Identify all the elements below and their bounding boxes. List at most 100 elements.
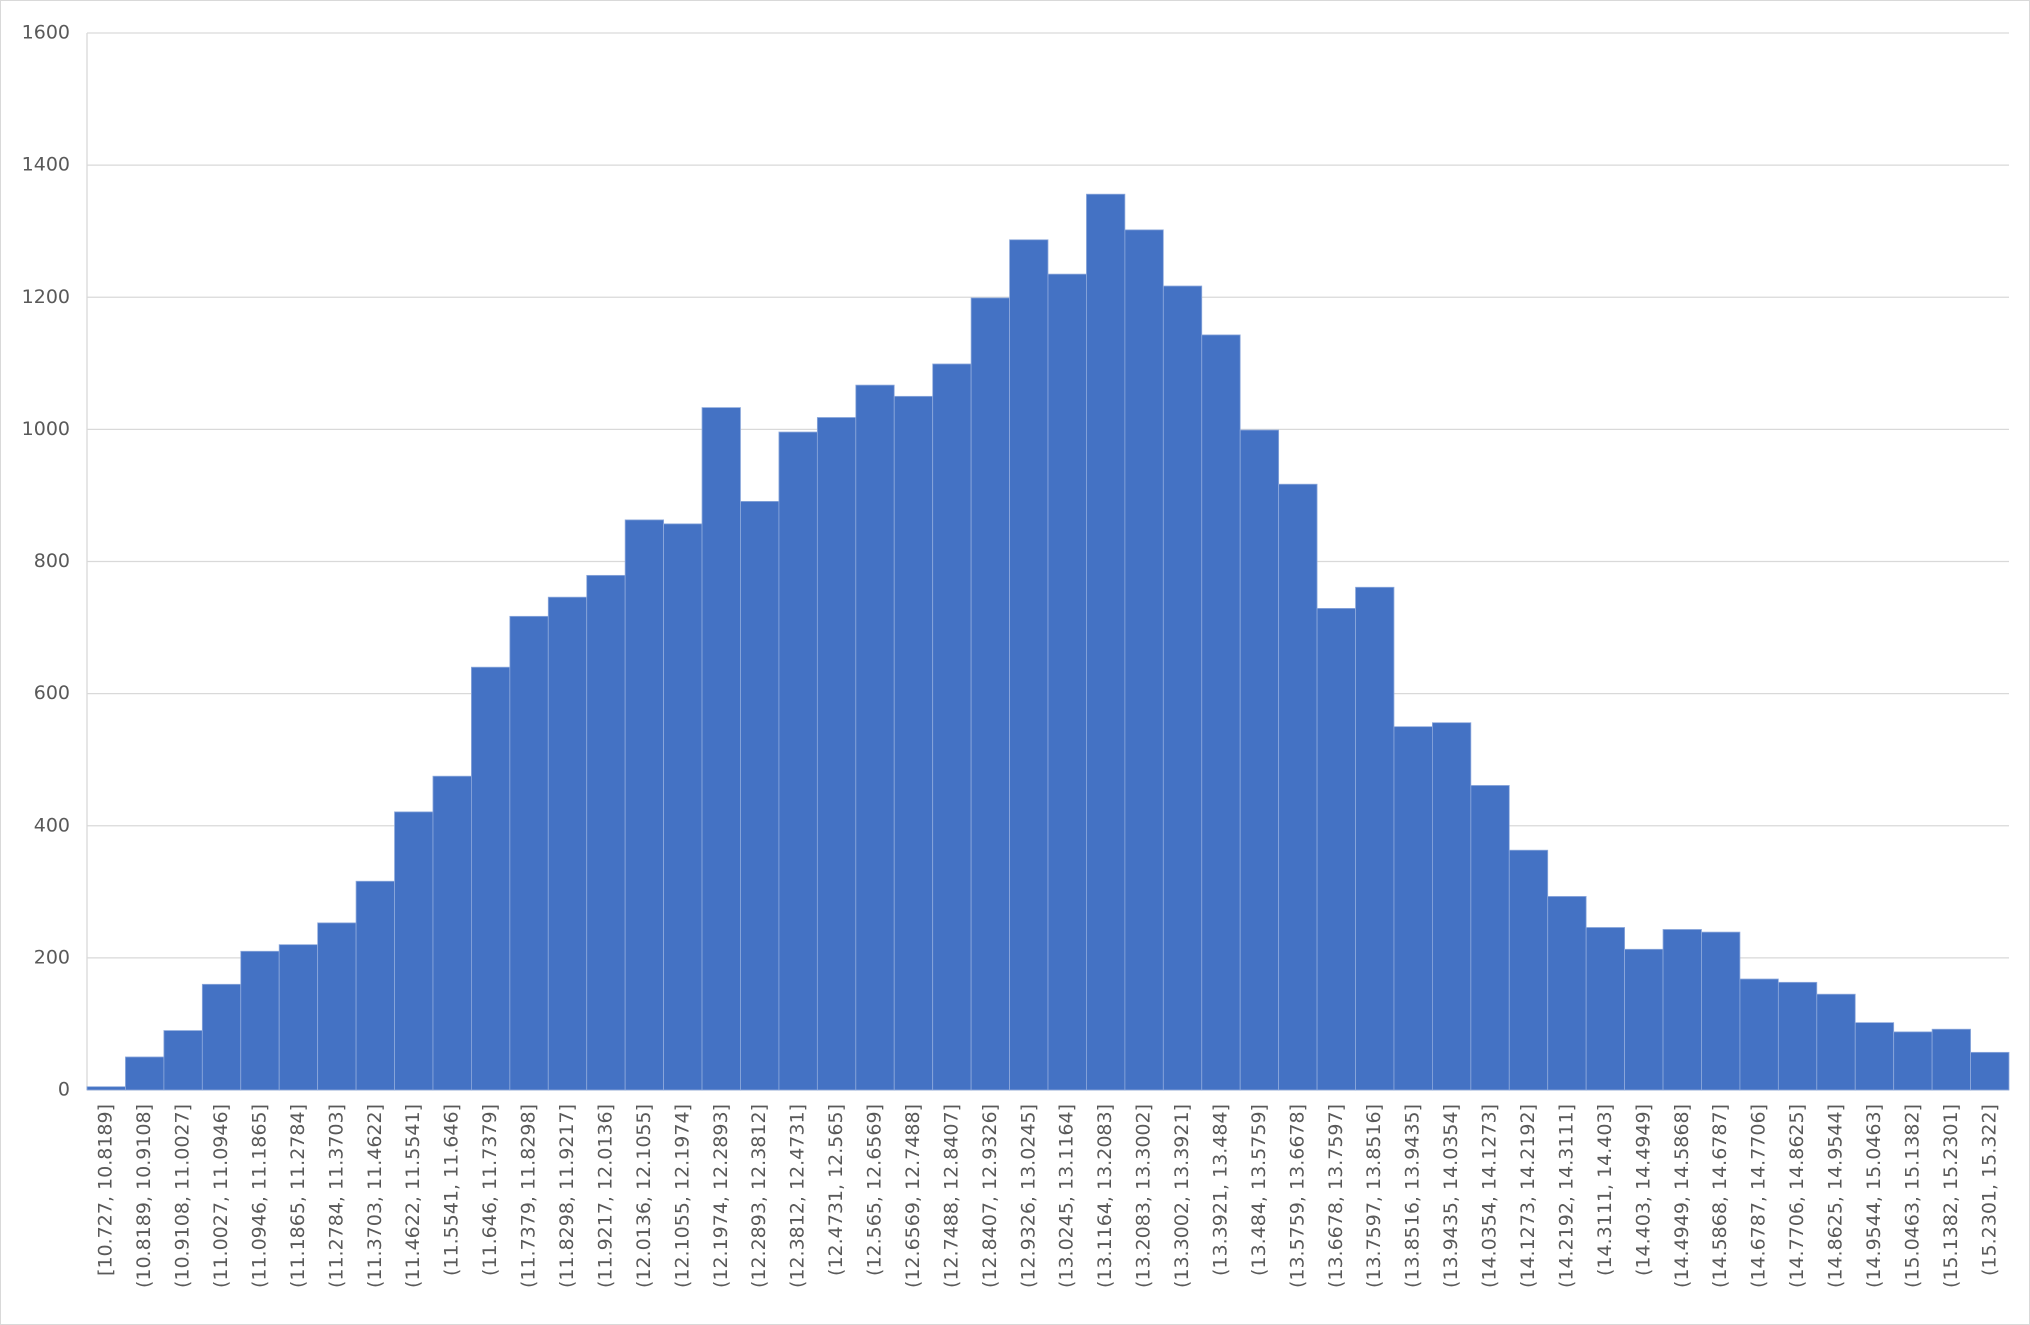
x-tick-label: (13.484, 13.5759] — [1248, 1104, 1270, 1276]
bar — [855, 384, 895, 1091]
x-tick-label: (13.1164, 13.2083] — [1094, 1104, 1116, 1288]
x-tick-label: (12.9326, 13.0245] — [1017, 1104, 1039, 1288]
bar — [125, 1056, 165, 1091]
x-tick-label: (12.2893, 12.3812] — [748, 1104, 770, 1288]
y-tick-label: 600 — [34, 682, 70, 704]
bar — [663, 523, 703, 1091]
bar — [586, 574, 626, 1091]
x-tick-label: (11.0027, 11.0946] — [210, 1104, 232, 1288]
bar — [1624, 948, 1664, 1091]
x-tick-label: (11.3703, 11.4622] — [364, 1104, 386, 1288]
x-tick-label: (14.4949, 14.5868] — [1671, 1104, 1693, 1288]
bar — [547, 596, 588, 1091]
x-tick-label: (12.565, 12.6569] — [864, 1104, 886, 1276]
bar — [240, 950, 280, 1091]
bar — [1585, 927, 1626, 1091]
bar — [932, 363, 972, 1091]
x-tick-label: (14.3111, 14.403] — [1594, 1104, 1616, 1276]
bar — [893, 395, 934, 1091]
bar — [1278, 483, 1318, 1091]
bar — [1162, 285, 1203, 1091]
x-tick-label: (13.0245, 13.1164] — [1056, 1104, 1078, 1288]
bar — [1931, 1028, 1971, 1091]
bar — [1239, 429, 1280, 1091]
x-tick-label: (14.7706, 14.8625] — [1786, 1104, 1808, 1288]
x-tick-label: (13.7597, 13.8516] — [1363, 1104, 1385, 1288]
x-tick-label: (14.5868, 14.6787] — [1709, 1104, 1731, 1288]
bar — [740, 500, 780, 1091]
x-tick-label: (12.1055, 12.1974] — [671, 1104, 693, 1288]
bar — [470, 666, 511, 1091]
bar — [509, 615, 549, 1091]
bar — [701, 407, 741, 1091]
bar — [432, 775, 472, 1091]
bar — [317, 922, 357, 1091]
bar — [394, 811, 434, 1091]
x-tick-label: (12.6569, 12.7488] — [902, 1104, 924, 1288]
bar — [86, 1086, 126, 1091]
bar — [163, 1030, 203, 1091]
bar — [816, 417, 857, 1091]
bar — [1355, 586, 1395, 1091]
x-tick-label: (13.2083, 13.3002] — [1133, 1104, 1155, 1288]
bar — [1508, 849, 1549, 1091]
x-tick-label: (13.3002, 13.3921] — [1171, 1104, 1193, 1288]
bar — [1970, 1051, 2010, 1091]
bar — [778, 431, 818, 1091]
bar — [1124, 229, 1164, 1091]
bar — [1393, 726, 1433, 1091]
y-tick-label: 1600 — [22, 22, 70, 44]
x-tick-label: (14.1273, 14.2192] — [1517, 1104, 1539, 1288]
bar — [1432, 722, 1472, 1091]
y-tick-label: 1200 — [22, 286, 70, 308]
bar — [970, 297, 1010, 1091]
x-tick-label: (13.3921, 13.484] — [1209, 1104, 1231, 1276]
bar — [1816, 993, 1856, 1091]
y-tick-label: 1000 — [22, 418, 70, 440]
x-tick-label: (11.5541, 11.646] — [441, 1104, 463, 1276]
x-tick-label: (12.7488, 12.8407] — [940, 1104, 962, 1288]
x-tick-label: (11.2784, 11.3703] — [325, 1104, 347, 1288]
x-tick-label: (13.9435, 14.0354] — [1440, 1104, 1462, 1288]
bar — [1662, 929, 1702, 1091]
x-tick-label: (14.0354, 14.1273] — [1479, 1104, 1501, 1288]
bar — [1893, 1031, 1933, 1091]
x-tick-label: (11.9217, 12.0136] — [594, 1104, 616, 1288]
bar — [201, 983, 242, 1091]
x-tick-label: (14.2192, 14.3111] — [1555, 1104, 1577, 1288]
x-tick-label: (11.646, 11.7379] — [479, 1104, 501, 1276]
x-tick-label: (12.0136, 12.1055] — [633, 1104, 655, 1288]
y-tick-label: 1400 — [22, 154, 70, 176]
y-tick-label: 400 — [34, 814, 70, 836]
bar — [1547, 896, 1587, 1091]
x-tick-label: (11.0946, 11.1865] — [248, 1104, 270, 1288]
x-tick-label: (15.1382, 15.2301] — [1940, 1104, 1962, 1288]
x-tick-label: [10.727, 10.8189] — [95, 1104, 117, 1276]
x-tick-label: (12.1974, 12.2893] — [710, 1104, 732, 1288]
bar — [278, 944, 319, 1091]
x-tick-label: (10.8189, 10.9108] — [133, 1104, 155, 1288]
bar — [1201, 334, 1241, 1091]
x-tick-label: (12.8407, 12.9326] — [979, 1104, 1001, 1288]
bar — [1009, 239, 1049, 1091]
bar — [1854, 1022, 1895, 1091]
x-tick-label: (13.6678, 13.7597] — [1325, 1104, 1347, 1288]
y-tick-label: 200 — [34, 946, 70, 968]
x-tick-label: (10.9108, 11.0027] — [172, 1104, 194, 1288]
x-tick-label: (13.8516, 13.9435] — [1402, 1104, 1424, 1288]
x-tick-label: (14.403, 14.4949] — [1632, 1104, 1654, 1276]
x-tick-label: (11.7379, 11.8298] — [518, 1104, 540, 1288]
x-tick-label: (15.0463, 15.1382] — [1901, 1104, 1923, 1288]
x-tick-label: (11.8298, 11.9217] — [556, 1104, 578, 1288]
bar — [1739, 978, 1779, 1091]
bar — [355, 880, 395, 1091]
y-tick-label: 800 — [34, 550, 70, 572]
x-tick-label: (15.2301, 15.322] — [1978, 1104, 2000, 1276]
bar — [1470, 785, 1510, 1091]
x-tick-label: (14.8625, 14.9544] — [1825, 1104, 1847, 1288]
bar — [1701, 931, 1741, 1091]
x-tick-label: (14.9544, 15.0463] — [1863, 1104, 1885, 1288]
x-tick-label: (11.4622, 11.5541] — [402, 1104, 424, 1288]
x-tick-label: (11.1865, 11.2784] — [287, 1104, 309, 1288]
